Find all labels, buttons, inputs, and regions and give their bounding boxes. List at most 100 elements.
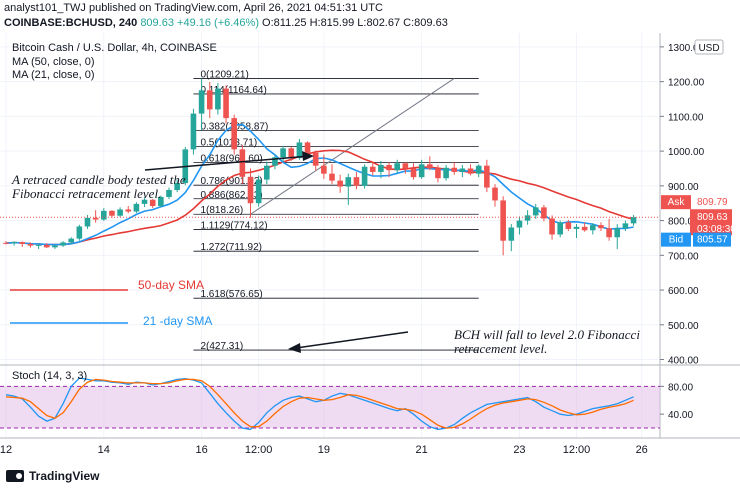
candle-body bbox=[141, 199, 148, 204]
fib-level-label: 2(427.31) bbox=[200, 341, 243, 352]
candle-body bbox=[52, 245, 58, 248]
legend-ma21: MA (21, close, 0) bbox=[12, 69, 95, 81]
time-tick-label: 12:00 bbox=[563, 444, 591, 456]
candle-body bbox=[402, 163, 409, 169]
candle-body bbox=[622, 223, 629, 229]
ask-label: Ask bbox=[668, 197, 686, 208]
currency-badge[interactable] bbox=[694, 39, 724, 55]
candle-note-arrowhead bbox=[302, 151, 314, 161]
ma21-line bbox=[5, 123, 634, 246]
candle-body bbox=[215, 88, 221, 110]
footer-brand: TradingView bbox=[29, 469, 100, 483]
candle-body bbox=[614, 228, 621, 238]
candle-body bbox=[280, 148, 286, 158]
ask-tag bbox=[661, 195, 691, 210]
candle-body bbox=[524, 215, 531, 221]
candle-body bbox=[255, 179, 262, 204]
candle-body bbox=[606, 228, 612, 238]
candle-body bbox=[27, 243, 34, 246]
ohlc-open: O:811.25 bbox=[262, 17, 307, 29]
legend-ma50: MA (50, close, 0) bbox=[12, 56, 95, 68]
candles bbox=[3, 78, 637, 256]
footer[interactable]: TradingView bbox=[6, 466, 99, 486]
fib-level-label: 0.5(1013.71) bbox=[200, 137, 257, 148]
candle-body bbox=[492, 187, 498, 201]
bar-countdown: 03:08:30 bbox=[697, 224, 736, 235]
candle-body bbox=[166, 190, 172, 197]
candle-body bbox=[590, 225, 596, 231]
ohlc-low: L:802.67 bbox=[357, 17, 401, 29]
candle-body bbox=[223, 88, 229, 119]
currency-badge-label: USD bbox=[698, 43, 719, 54]
candle-body bbox=[508, 227, 515, 241]
candle-body bbox=[198, 90, 205, 114]
publisher-line: analyst101_TWJ published on TradingView.… bbox=[4, 2, 383, 14]
time-tick-label: 23 bbox=[513, 444, 525, 456]
candle-body bbox=[239, 149, 246, 177]
fib-level-label: 1.618(576.65) bbox=[200, 289, 262, 300]
candle-body bbox=[581, 226, 588, 231]
candle-body bbox=[272, 157, 278, 166]
candle-body bbox=[598, 225, 604, 229]
candle-body bbox=[304, 142, 311, 153]
target-note-arrowhead bbox=[288, 343, 301, 353]
fib-level-label: 0(1209.21) bbox=[200, 69, 248, 80]
candle-body bbox=[532, 207, 539, 216]
candle-body bbox=[109, 210, 115, 216]
candle-body bbox=[76, 226, 83, 239]
last-price: 809.63 bbox=[140, 17, 174, 29]
candle-body bbox=[418, 164, 425, 178]
target-note-line1: BCH will fall to level 2.0 Fibonacci bbox=[454, 327, 640, 342]
time-axis[interactable]: 12 14 16 12:00 19 21 23 12:00 26 bbox=[0, 444, 648, 456]
fib-level-label: 0.886(862.83) bbox=[200, 190, 262, 201]
price-tick-label: 1000.00 bbox=[668, 147, 705, 158]
candle-body bbox=[312, 152, 319, 166]
time-tick-label: 26 bbox=[636, 444, 648, 456]
candle-body bbox=[394, 163, 400, 171]
fib-level-label: 1.1129(774.12) bbox=[200, 221, 267, 232]
candle-body bbox=[231, 118, 237, 150]
last-price-tag bbox=[690, 209, 732, 236]
candle-body bbox=[35, 244, 42, 246]
candle-body bbox=[345, 177, 352, 187]
candle-body bbox=[247, 176, 254, 204]
ohlc-high: H:815.99 bbox=[309, 17, 355, 29]
fib-level-label: 0.114(1164.64) bbox=[200, 85, 266, 96]
price-tick-label: 400.00 bbox=[668, 356, 699, 367]
candle-body bbox=[541, 207, 547, 219]
candle-note-line2: Fibonacci retracement level. bbox=[11, 186, 161, 201]
sma21-legend-label: 21 -day SMA bbox=[143, 314, 212, 328]
candle-body bbox=[386, 165, 392, 171]
candle-body bbox=[19, 242, 26, 244]
price-axis[interactable]: 400.00 500.00 600.00 700.00 800.00 900.00 1000… bbox=[660, 43, 705, 367]
candle-body bbox=[206, 90, 213, 110]
candle-body bbox=[557, 222, 563, 235]
bid-value-tag bbox=[693, 232, 731, 247]
candle-body bbox=[125, 209, 132, 212]
candle-body bbox=[296, 142, 303, 159]
candle-body bbox=[410, 168, 417, 178]
price-tick-label: 1300.00 bbox=[668, 43, 705, 54]
fib-level-label: 0.618(967.60) bbox=[200, 153, 262, 164]
candle-body bbox=[565, 222, 572, 229]
time-tick-label: 12:00 bbox=[245, 444, 273, 456]
candle-body bbox=[337, 180, 343, 187]
candle-body bbox=[190, 113, 197, 150]
candle-body bbox=[435, 168, 441, 179]
candle-note-line1: A retraced candle body tested the bbox=[11, 172, 186, 187]
candle-body bbox=[630, 217, 637, 224]
fib-level-label: 0.786(901.92) bbox=[200, 176, 262, 187]
symbol: COINBASE:BCHUSD, 240 bbox=[4, 17, 138, 29]
candle-body bbox=[92, 217, 99, 220]
candle-body bbox=[361, 166, 368, 186]
chart-canvas[interactable]: 0(1209.21)0.114(1164.64)0.382(1058.87)0.… bbox=[0, 33, 740, 463]
candle-body bbox=[475, 165, 482, 174]
fib-level-label: 1.272(711.92) bbox=[200, 242, 262, 253]
candle-body bbox=[573, 226, 580, 229]
bid-value: 805.57 bbox=[697, 235, 728, 246]
candle-body bbox=[117, 209, 123, 216]
candle-body bbox=[43, 244, 50, 248]
target-note-arrow bbox=[295, 331, 409, 349]
candle-body bbox=[549, 218, 555, 235]
price-tick-label: 600.00 bbox=[668, 286, 699, 297]
